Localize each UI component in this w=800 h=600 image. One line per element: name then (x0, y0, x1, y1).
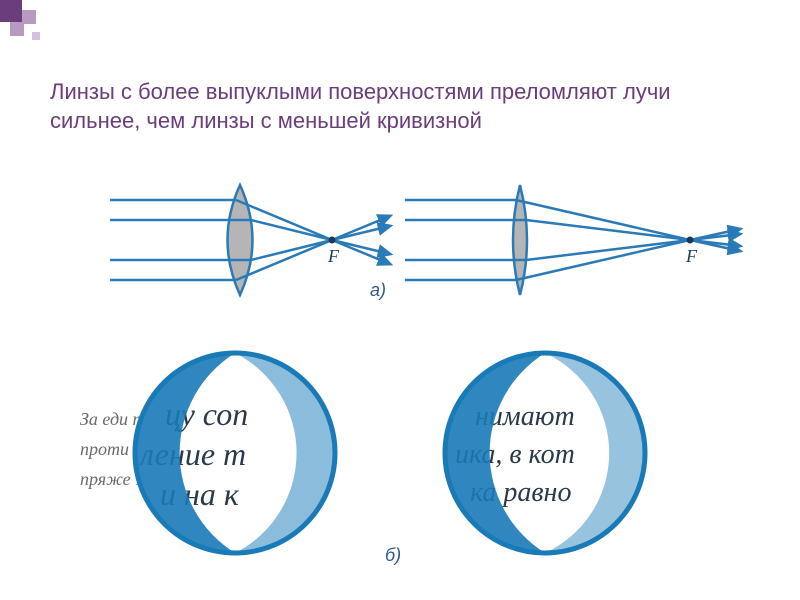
lens-refraction-diagram: F F (50, 165, 750, 325)
ray-out (516, 240, 690, 280)
focal-point (329, 237, 336, 244)
magnifier-diagram: За еди тивления п Ом — со- проти го пров… (70, 340, 730, 570)
figure-b-label: б) (385, 545, 401, 566)
right-magnifier: нимают ика, в кот ка равно (445, 353, 645, 553)
left-magnifier: цу соп ление т и на к (135, 353, 335, 553)
ray-out (516, 200, 690, 240)
corner-ornament (0, 0, 80, 55)
slide-title: Линзы с более выпуклыми поверхностями пр… (50, 78, 750, 135)
ray-out (526, 220, 690, 240)
focal-label: F (327, 246, 340, 266)
thin-lens-group: F (405, 185, 740, 295)
thick-lens-group: F (110, 185, 390, 295)
ray-out (526, 240, 690, 260)
focal-label: F (685, 246, 698, 266)
figure-a-label: а) (370, 280, 386, 301)
focal-point (687, 237, 694, 244)
